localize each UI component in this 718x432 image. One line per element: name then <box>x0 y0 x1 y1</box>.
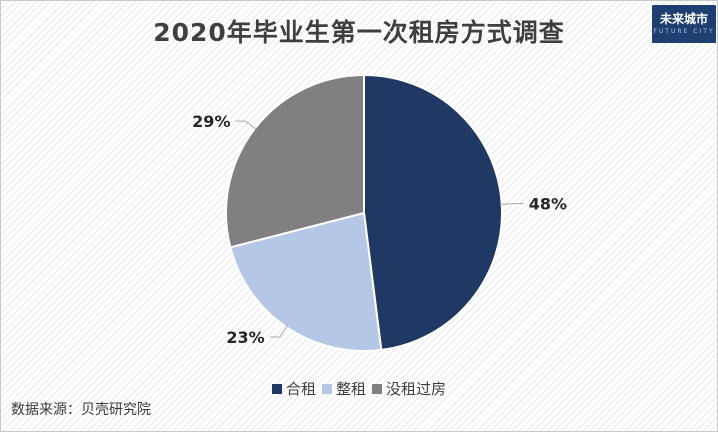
legend-swatch <box>271 384 282 394</box>
legend-label: 合租 <box>285 380 316 398</box>
chart-legend: 合租 整租 没租过房 <box>1 378 717 399</box>
legend-swatch <box>372 384 382 394</box>
legend-item-2: 整租 <box>321 378 366 399</box>
logo-text: 未来城市 <box>659 12 708 26</box>
data-label-3: 29% <box>192 112 230 131</box>
legend-label: 没租过房 <box>386 380 447 398</box>
pie-slice-1 <box>363 73 503 352</box>
legend-item-1: 合租 <box>271 378 316 399</box>
legend-swatch <box>321 384 332 394</box>
data-label-2: 23% <box>226 328 264 347</box>
future-city-logo: 未来城市 FUTURE CITY <box>652 5 716 43</box>
leader-line-3 <box>235 120 257 131</box>
logo-subtext: FUTURE CITY <box>653 28 715 35</box>
leader-line-2 <box>269 325 288 338</box>
data-source: 数据来源：贝壳研究院 <box>11 402 151 418</box>
data-label-1: 48% <box>529 195 567 214</box>
legend-item-3: 没租过房 <box>372 378 446 399</box>
leader-line-1 <box>499 203 524 205</box>
legend-label: 整租 <box>335 380 366 398</box>
chart-title: 2020年毕业生第一次租房方式调查 <box>153 18 565 47</box>
